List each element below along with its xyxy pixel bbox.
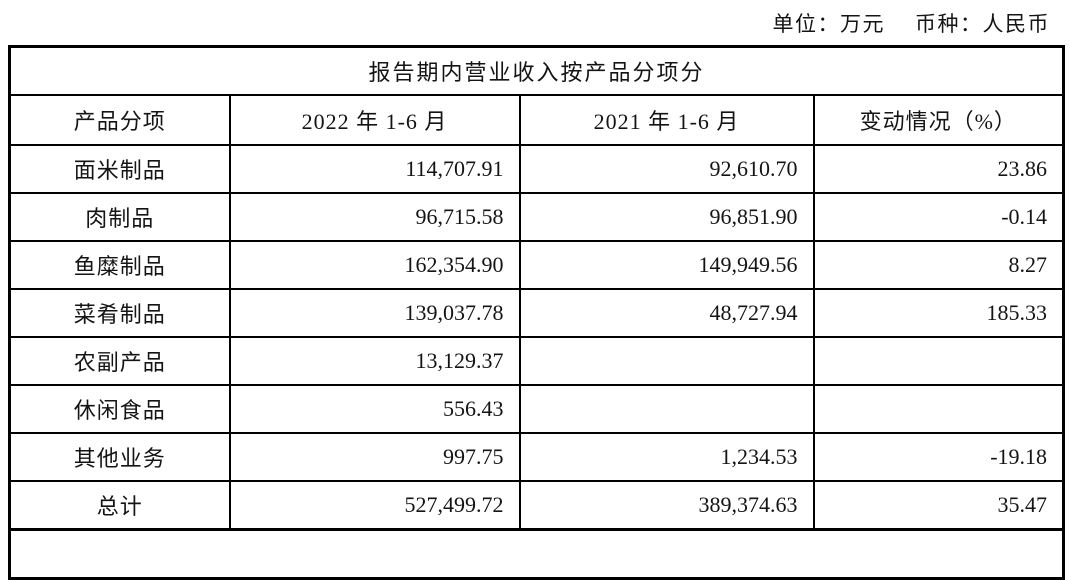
product-cell: 总计 <box>8 480 231 531</box>
table-row: 休闲食品 556.43 <box>8 384 1065 434</box>
table-row: 菜肴制品 139,037.78 48,727.94 185.33 <box>8 288 1065 338</box>
column-header-product: 产品分项 <box>8 94 231 146</box>
revenue-by-product-table: 报告期内营业收入按产品分项分 产品分项 2022 年 1-6 月 2021 年 … <box>8 45 1066 580</box>
table-row: 鱼糜制品 162,354.90 149,949.56 8.27 <box>8 240 1065 290</box>
change-cell: 35.47 <box>812 480 1065 531</box>
table-row-total: 总计 527,499.72 389,374.63 35.47 <box>8 480 1065 531</box>
table-continuation-row <box>8 528 1065 579</box>
product-cell: 农副产品 <box>8 336 231 386</box>
table-title-row: 报告期内营业收入按产品分项分 <box>8 45 1065 96</box>
value-2021-cell: 92,610.70 <box>518 144 815 194</box>
change-cell <box>812 336 1065 386</box>
value-2022-cell: 96,715.58 <box>228 192 521 242</box>
column-header-2022: 2022 年 1-6 月 <box>228 94 521 146</box>
unit-currency-note: 单位：万元 币种：人民币 <box>773 8 1051 38</box>
table-row: 其他业务 997.75 1,234.53 -19.18 <box>8 432 1065 482</box>
table-row: 农副产品 13,129.37 <box>8 336 1065 386</box>
change-cell: -0.14 <box>812 192 1065 242</box>
value-2022-cell: 556.43 <box>228 384 521 434</box>
change-cell: 185.33 <box>812 288 1065 338</box>
value-2022-cell: 139,037.78 <box>228 288 521 338</box>
change-cell: 8.27 <box>812 240 1065 290</box>
change-cell: 23.86 <box>812 144 1065 194</box>
change-cell <box>812 384 1065 434</box>
value-2022-cell: 114,707.91 <box>228 144 521 194</box>
product-cell: 菜肴制品 <box>8 288 231 338</box>
product-cell: 肉制品 <box>8 192 231 242</box>
value-2021-cell: 389,374.63 <box>518 480 815 531</box>
table-row: 肉制品 96,715.58 96,851.90 -0.14 <box>8 192 1065 242</box>
change-cell: -19.18 <box>812 432 1065 482</box>
value-2022-cell: 997.75 <box>228 432 521 482</box>
table-header-row: 产品分项 2022 年 1-6 月 2021 年 1-6 月 变动情况（%） <box>8 94 1065 146</box>
column-header-2021: 2021 年 1-6 月 <box>518 94 815 146</box>
column-header-change: 变动情况（%） <box>812 94 1065 146</box>
value-2021-cell <box>518 384 815 434</box>
value-2021-cell: 149,949.56 <box>518 240 815 290</box>
value-2022-cell: 527,499.72 <box>228 480 521 531</box>
currency-label: 币种：人民币 <box>915 12 1050 36</box>
continuation-cell <box>8 528 1065 579</box>
unit-label: 单位：万元 <box>772 12 885 36</box>
product-cell: 其他业务 <box>8 432 231 482</box>
value-2022-cell: 13,129.37 <box>228 336 521 386</box>
table-title: 报告期内营业收入按产品分项分 <box>8 45 1065 96</box>
value-2022-cell: 162,354.90 <box>228 240 521 290</box>
value-2021-cell: 48,727.94 <box>518 288 815 338</box>
product-cell: 面米制品 <box>8 144 231 194</box>
product-cell: 鱼糜制品 <box>8 240 231 290</box>
value-2021-cell: 1,234.53 <box>518 432 815 482</box>
table-row: 面米制品 114,707.91 92,610.70 23.86 <box>8 144 1065 194</box>
value-2021-cell: 96,851.90 <box>518 192 815 242</box>
product-cell: 休闲食品 <box>8 384 231 434</box>
value-2021-cell <box>518 336 815 386</box>
